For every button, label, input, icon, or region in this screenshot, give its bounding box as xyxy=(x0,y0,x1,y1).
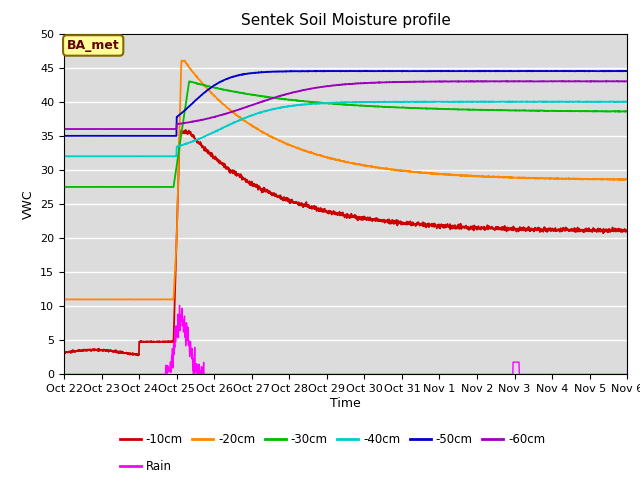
-20cm xyxy=(140,297,148,302)
-30cm xyxy=(335,101,342,107)
Legend: Rain: Rain xyxy=(115,455,177,478)
-40cm xyxy=(334,100,342,106)
Rain xyxy=(607,372,614,377)
Rain xyxy=(89,372,97,377)
-20cm xyxy=(335,157,342,163)
Line: -20cm: -20cm xyxy=(64,60,627,300)
-20cm xyxy=(319,154,327,159)
Line: -40cm: -40cm xyxy=(64,101,627,156)
Y-axis label: VWC: VWC xyxy=(22,189,35,219)
Text: BA_met: BA_met xyxy=(67,39,120,52)
Rain xyxy=(623,372,631,377)
Line: Rain: Rain xyxy=(64,305,627,374)
-60cm xyxy=(334,82,342,88)
-50cm xyxy=(525,68,532,73)
Title: Sentek Soil Moisture profile: Sentek Soil Moisture profile xyxy=(241,13,451,28)
-60cm xyxy=(154,126,162,132)
-40cm xyxy=(575,98,583,104)
-50cm xyxy=(623,68,631,74)
Rain xyxy=(334,372,342,377)
-20cm xyxy=(89,297,97,302)
-50cm xyxy=(89,133,97,139)
-20cm xyxy=(60,297,68,302)
Line: -60cm: -60cm xyxy=(64,81,627,129)
-40cm xyxy=(60,154,68,159)
-60cm xyxy=(607,78,615,84)
-10cm xyxy=(504,225,512,230)
X-axis label: Time: Time xyxy=(330,397,361,410)
-60cm xyxy=(623,78,631,84)
-10cm xyxy=(607,228,615,233)
-50cm xyxy=(334,68,342,74)
-10cm xyxy=(134,352,141,358)
-60cm xyxy=(607,78,615,84)
-10cm xyxy=(335,210,342,216)
-30cm xyxy=(319,100,327,106)
Rain xyxy=(504,372,511,377)
-50cm xyxy=(607,68,615,74)
-30cm xyxy=(504,108,512,113)
-50cm xyxy=(164,133,172,139)
-30cm xyxy=(623,108,631,114)
-20cm xyxy=(504,174,512,180)
-10cm xyxy=(89,347,97,353)
-50cm xyxy=(504,68,511,74)
-30cm xyxy=(607,108,615,114)
-30cm xyxy=(89,184,97,190)
-40cm xyxy=(504,99,511,105)
-30cm xyxy=(607,108,615,114)
-60cm xyxy=(504,78,512,84)
Rain xyxy=(60,372,68,377)
-10cm xyxy=(319,208,327,214)
-20cm xyxy=(178,58,186,63)
-40cm xyxy=(164,154,172,159)
Rain xyxy=(319,372,327,377)
-60cm xyxy=(319,84,327,90)
-10cm xyxy=(182,127,189,133)
-40cm xyxy=(623,99,631,105)
-50cm xyxy=(319,68,327,74)
-50cm xyxy=(607,68,615,74)
-20cm xyxy=(623,176,631,182)
Rain xyxy=(175,302,183,308)
Line: -50cm: -50cm xyxy=(64,71,627,136)
-40cm xyxy=(607,99,615,105)
Rain xyxy=(607,372,615,377)
-10cm xyxy=(607,228,615,233)
-60cm xyxy=(89,126,97,132)
-30cm xyxy=(186,79,193,84)
-30cm xyxy=(60,184,68,190)
-50cm xyxy=(60,133,68,139)
-20cm xyxy=(607,177,615,182)
-40cm xyxy=(89,154,97,159)
-10cm xyxy=(60,349,68,355)
Line: -30cm: -30cm xyxy=(64,82,627,187)
-40cm xyxy=(607,99,615,105)
-60cm xyxy=(60,126,68,132)
-20cm xyxy=(607,177,615,182)
-40cm xyxy=(319,100,327,106)
Line: -10cm: -10cm xyxy=(64,130,627,355)
-10cm xyxy=(623,228,631,233)
-60cm xyxy=(474,78,481,84)
-30cm xyxy=(155,184,163,190)
